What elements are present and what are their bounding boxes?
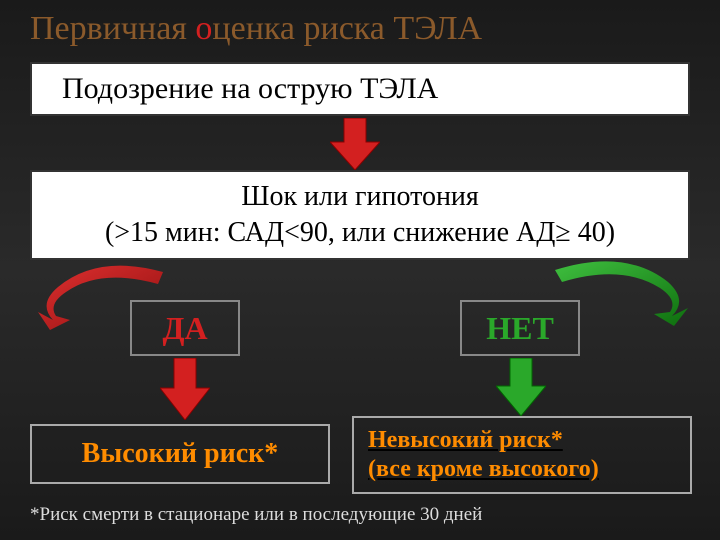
high-risk-box: Высокий риск*	[30, 424, 330, 484]
title-part3: ценка риска ТЭЛА	[212, 10, 482, 47]
high-risk-text: Высокий риск*	[82, 438, 279, 470]
low-risk-line1: Невысокий риск*	[368, 426, 563, 455]
arrow-red-down-1	[330, 118, 380, 170]
no-box: НЕТ	[460, 300, 580, 356]
suspicion-box: Подозрение на острую ТЭЛА	[30, 62, 690, 116]
title-part2: о	[195, 10, 212, 47]
no-text: НЕТ	[486, 310, 554, 347]
title-part1: Первичная	[30, 10, 195, 47]
slide-title: Первичная оценка риска ТЭЛА	[30, 10, 690, 48]
suspicion-text: Подозрение на острую ТЭЛА	[62, 72, 438, 106]
yes-box: ДА	[130, 300, 240, 356]
arrow-green-down-no	[496, 358, 546, 416]
shock-line1: Шок или гипотония	[241, 179, 479, 215]
shock-box: Шок или гипотония (>15 мин: САД<90, или …	[30, 170, 690, 260]
yes-text: ДА	[162, 310, 207, 347]
arrow-red-down-yes	[160, 358, 210, 420]
low-risk-line2: (все кроме высокого)	[368, 455, 599, 484]
low-risk-box: Невысокий риск* (все кроме высокого)	[352, 416, 692, 494]
shock-line2: (>15 мин: САД<90, или снижение АД≥ 40)	[105, 215, 615, 251]
footnote: *Риск смерти в стационаре или в последую…	[30, 504, 482, 526]
